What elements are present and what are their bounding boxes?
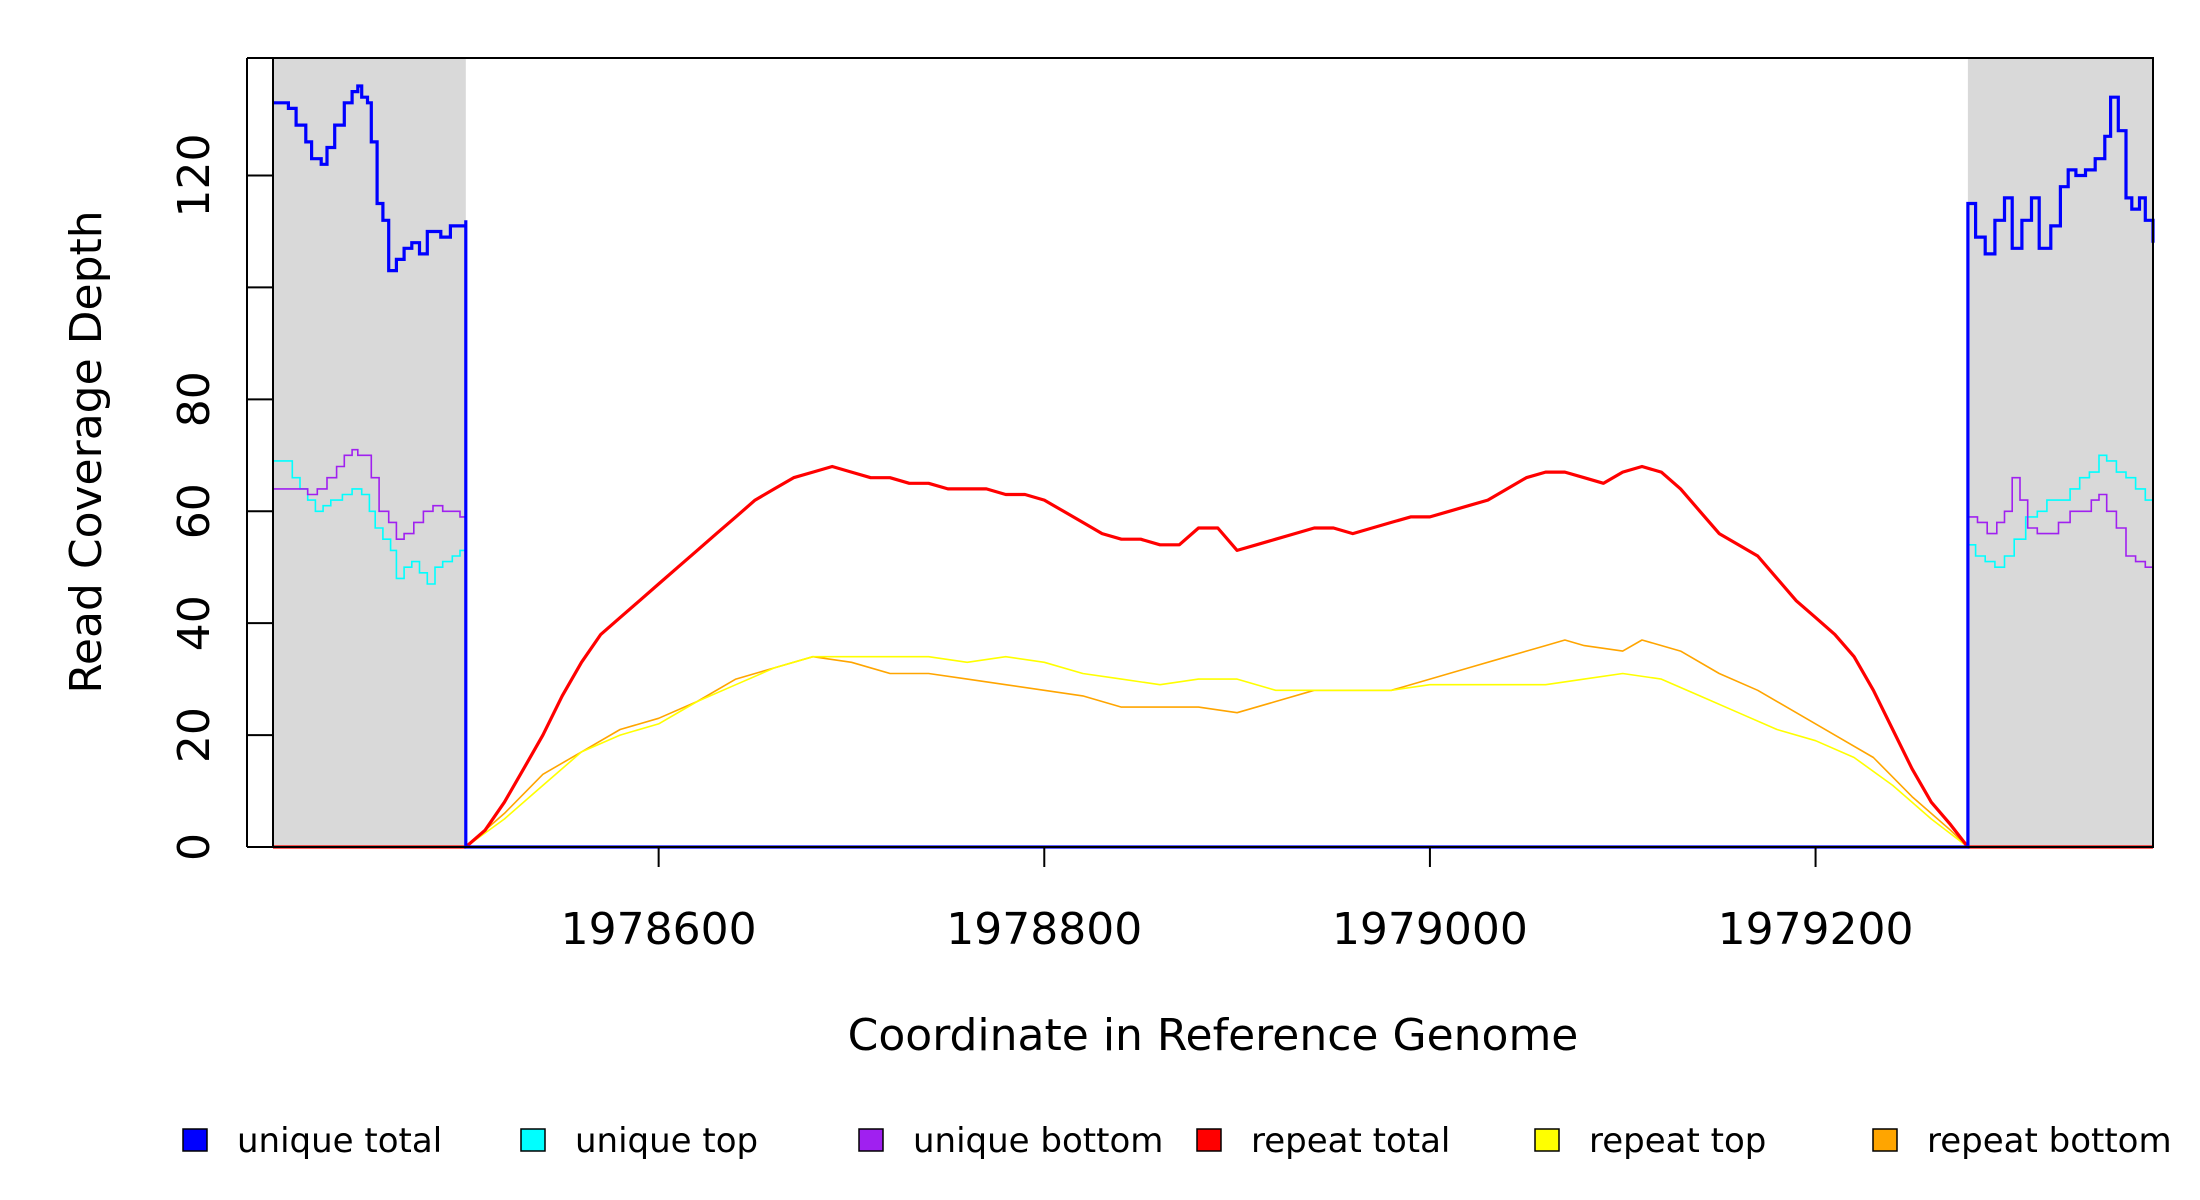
y-tick-label-3: 60 [169, 483, 220, 539]
legend-label-unique-bottom: unique bottom [913, 1121, 1163, 1161]
x-tick-label-1: 1978800 [946, 904, 1142, 955]
shaded-region-0 [273, 58, 466, 847]
y-tick-label-1: 20 [169, 707, 220, 763]
series-unique-top [273, 454, 2154, 848]
series-repeat-bottom [273, 639, 2153, 848]
shaded-unique-regions [273, 58, 2153, 847]
y-tick-label-0: 0 [169, 833, 220, 861]
legend-label-repeat-bottom: repeat bottom [1927, 1121, 2172, 1161]
legend: unique total unique top unique bottom repea… [182, 1121, 2172, 1161]
legend-label-repeat-top: repeat top [1589, 1121, 1766, 1161]
x-tick-label-2: 1979000 [1332, 904, 1528, 955]
x-axis-title: Coordinate in Reference Genome [848, 1010, 1579, 1061]
legend-swatch-unique-top [520, 1128, 546, 1152]
y-tick-label-6: 120 [169, 134, 220, 218]
series-repeat-top [273, 655, 2153, 848]
legend-label-unique-top: unique top [575, 1121, 758, 1161]
legend-swatch-unique-total [182, 1128, 208, 1152]
y-axis: 0 20 40 60 80 120 [169, 57, 273, 861]
series-repeat-total [273, 464, 2153, 849]
legend-swatch-repeat-bottom [1872, 1128, 1898, 1152]
x-tick-label-3: 1979200 [1718, 904, 1914, 955]
legend-label-unique-total: unique total [237, 1121, 442, 1161]
plot-frame [272, 57, 2154, 848]
x-tick-label-0: 1978600 [561, 904, 757, 955]
y-tick-label-2: 40 [169, 595, 220, 651]
legend-swatch-unique-bottom [858, 1128, 884, 1152]
x-axis: 1978600 1978800 1979000 1979200 [561, 847, 1914, 955]
legend-swatch-repeat-total [1196, 1128, 1222, 1152]
legend-swatch-repeat-top [1534, 1128, 1560, 1152]
series-unique-total [273, 84, 2155, 849]
y-tick-label-4: 80 [169, 371, 220, 427]
y-axis-title: Read Coverage Depth [61, 210, 112, 693]
legend-label-repeat-total: repeat total [1251, 1121, 1450, 1161]
